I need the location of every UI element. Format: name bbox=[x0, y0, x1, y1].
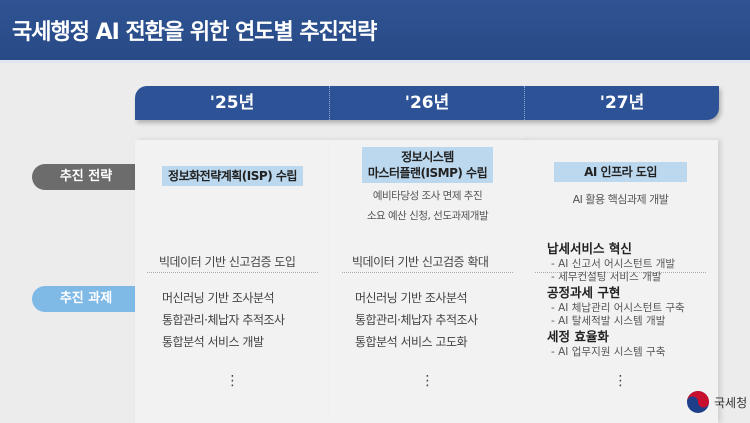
strategy-note: 소요 예산 신청, 선도과제개발 bbox=[366, 210, 489, 222]
task-item: 통합관리·체납자 추적조사 bbox=[355, 313, 478, 327]
task-item: 통합관리·체납자 추적조사 bbox=[162, 313, 285, 327]
group-item: - AI 신고서 어시스턴트 개발 bbox=[551, 258, 676, 270]
page-title: 국세행정 AI 전환을 위한 연도별 추진전략 bbox=[12, 20, 377, 45]
column-2027: AI 인프라 도입 AI 활용 핵심과제 개발 납세서비스 혁신 - AI 신고… bbox=[523, 140, 718, 423]
title-banner: 국세행정 AI 전환을 위한 연도별 추진전략 bbox=[0, 0, 750, 63]
more-indicator: ⋮ bbox=[420, 373, 435, 389]
task-item: 통합분석 서비스 개발 bbox=[162, 335, 264, 349]
task-groups: 납세서비스 혁신 - AI 신고서 어시스턴트 개발 - 세무컨설팅 서비스 개… bbox=[547, 240, 685, 359]
more-indicator: ⋮ bbox=[225, 373, 240, 389]
divider bbox=[535, 272, 706, 273]
task-item: 빅데이터 기반 신고검증 도입 bbox=[159, 255, 296, 269]
strategy-note: 예비타당성 조사 면제 추진 bbox=[372, 190, 483, 202]
group-title: 납세서비스 혁신 bbox=[547, 241, 632, 256]
task-item: 통합분석 서비스 고도화 bbox=[355, 335, 468, 349]
divider bbox=[147, 272, 318, 273]
year-bar: '25년 '26년 '27년 bbox=[135, 86, 719, 120]
group-item: - 세무컨설팅 서비스 개발 bbox=[551, 271, 662, 283]
strategy-highlight: 정보화전략계획(ISP) 수립 bbox=[162, 166, 303, 186]
taegeuk-icon bbox=[687, 391, 709, 413]
group-title: 세정 효율화 bbox=[547, 329, 609, 344]
more-indicator: ⋮ bbox=[613, 373, 628, 389]
strategy-line: 정보시스템 bbox=[401, 150, 454, 164]
strategy-label: 추진 전략 bbox=[32, 164, 140, 190]
tasks-label: 추진 과제 bbox=[32, 286, 140, 312]
group-item: - AI 업무지원 시스템 구축 bbox=[551, 346, 666, 358]
task-item: 빅데이터 기반 신고검증 확대 bbox=[352, 255, 489, 269]
group-item: - AI 체납관리 어시스턴트 구축 bbox=[551, 302, 685, 314]
year-2026: '26년 bbox=[330, 86, 525, 120]
logo-text: 국세청 bbox=[714, 395, 748, 410]
task-item: 머신러닝 기반 조사분석 bbox=[355, 291, 468, 305]
column-2025: 정보화전략계획(ISP) 수립 빅데이터 기반 신고검증 도입 머신러닝 기반 … bbox=[135, 140, 330, 423]
strategy-line: 마스터플랜(ISMP) 수립 bbox=[367, 166, 488, 180]
nts-logo: 국세청 bbox=[686, 390, 747, 414]
year-2025: '25년 bbox=[135, 86, 330, 120]
task-item: 머신러닝 기반 조사분석 bbox=[162, 291, 275, 305]
group-item: - AI 탈세적발 시스템 개발 bbox=[551, 315, 666, 327]
year-2027: '27년 bbox=[599, 93, 645, 113]
strategy-highlight: AI 인프라 도입 bbox=[554, 162, 687, 182]
strategy-note: AI 활용 핵심과제 개발 bbox=[572, 193, 669, 206]
group-title: 공정과세 구현 bbox=[547, 285, 621, 300]
divider bbox=[342, 272, 513, 273]
